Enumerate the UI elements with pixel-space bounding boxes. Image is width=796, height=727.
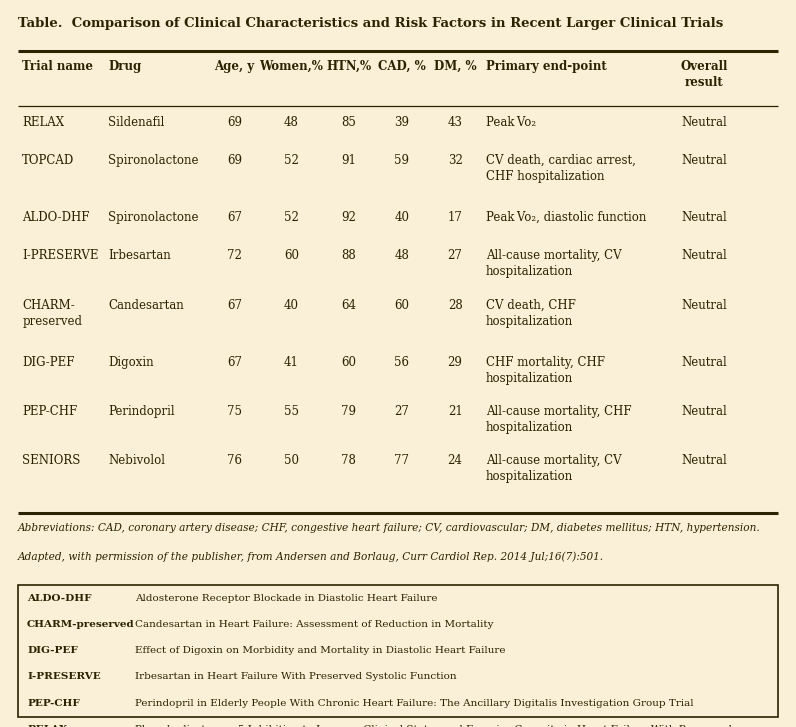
Text: 28: 28	[447, 299, 462, 312]
Text: Neutral: Neutral	[681, 299, 728, 312]
Text: 39: 39	[394, 116, 409, 129]
Text: Adapted, with permission of the publisher, from Andersen and Borlaug, Curr Cardi: Adapted, with permission of the publishe…	[18, 552, 603, 563]
Text: 48: 48	[284, 116, 299, 129]
Text: 59: 59	[394, 154, 409, 167]
Text: Overall
result: Overall result	[681, 60, 728, 89]
Text: Neutral: Neutral	[681, 154, 728, 167]
Text: 43: 43	[447, 116, 462, 129]
Text: Candesartan: Candesartan	[108, 299, 184, 312]
Text: 92: 92	[341, 211, 356, 224]
Text: 64: 64	[341, 299, 356, 312]
Text: Women,%: Women,%	[259, 60, 323, 73]
Text: 52: 52	[284, 211, 299, 224]
Text: 91: 91	[341, 154, 356, 167]
Text: Perindopril: Perindopril	[108, 405, 175, 418]
Text: Spironolactone: Spironolactone	[108, 154, 199, 167]
Text: Neutral: Neutral	[681, 356, 728, 369]
Text: 76: 76	[227, 454, 242, 467]
Text: Spironolactone: Spironolactone	[108, 211, 199, 224]
Text: RELAX: RELAX	[22, 116, 64, 129]
Text: Drug: Drug	[108, 60, 142, 73]
Text: 21: 21	[447, 405, 462, 418]
Text: 27: 27	[447, 249, 462, 262]
Text: 72: 72	[227, 249, 242, 262]
Text: CHARM-preserved: CHARM-preserved	[27, 620, 135, 629]
Text: Trial name: Trial name	[22, 60, 93, 73]
Text: 56: 56	[394, 356, 409, 369]
Text: ALDO-DHF: ALDO-DHF	[27, 594, 92, 603]
Text: 50: 50	[284, 454, 299, 467]
Text: 78: 78	[341, 454, 356, 467]
Text: Irbesartan in Heart Failure With Preserved Systolic Function: Irbesartan in Heart Failure With Preserv…	[135, 672, 457, 681]
Text: 27: 27	[394, 405, 409, 418]
Text: SENIORS: SENIORS	[22, 454, 80, 467]
Text: Abbreviations: CAD, coronary artery disease; CHF, congestive heart failure; CV, : Abbreviations: CAD, coronary artery dise…	[18, 523, 760, 533]
Text: All-cause mortality, CV
hospitalization: All-cause mortality, CV hospitalization	[486, 249, 622, 278]
Text: 79: 79	[341, 405, 356, 418]
Text: HTN,%: HTN,%	[326, 60, 371, 73]
Text: PEP-CHF: PEP-CHF	[27, 699, 80, 707]
Text: 60: 60	[284, 249, 299, 262]
Text: Neutral: Neutral	[681, 249, 728, 262]
Text: Phosphodiesterase-5 Inhibition to Improve Clinical Status and Exercise Capacity : Phosphodiesterase-5 Inhibition to Improv…	[135, 725, 732, 727]
Text: 55: 55	[284, 405, 299, 418]
Text: Sildenafil: Sildenafil	[108, 116, 165, 129]
Text: TOPCAD: TOPCAD	[22, 154, 75, 167]
Text: 88: 88	[341, 249, 356, 262]
FancyBboxPatch shape	[18, 585, 778, 717]
Text: Age, y: Age, y	[214, 60, 255, 73]
Text: Primary end-point: Primary end-point	[486, 60, 607, 73]
Text: 69: 69	[227, 154, 242, 167]
Text: 60: 60	[394, 299, 409, 312]
Text: 32: 32	[447, 154, 462, 167]
Text: Neutral: Neutral	[681, 454, 728, 467]
Text: I-PRESERVE: I-PRESERVE	[27, 672, 101, 681]
Text: Neutral: Neutral	[681, 116, 728, 129]
Text: PEP-CHF: PEP-CHF	[22, 405, 77, 418]
Text: Irbesartan: Irbesartan	[108, 249, 171, 262]
Text: 67: 67	[227, 356, 242, 369]
Text: 40: 40	[284, 299, 299, 312]
Text: Digoxin: Digoxin	[108, 356, 154, 369]
Text: All-cause mortality, CHF
hospitalization: All-cause mortality, CHF hospitalization	[486, 405, 631, 434]
Text: CV death, CHF
hospitalization: CV death, CHF hospitalization	[486, 299, 576, 328]
Text: 67: 67	[227, 211, 242, 224]
Text: 67: 67	[227, 299, 242, 312]
Text: CV death, cardiac arrest,
CHF hospitalization: CV death, cardiac arrest, CHF hospitaliz…	[486, 154, 635, 183]
Text: 40: 40	[394, 211, 409, 224]
Text: All-cause mortality, CV
hospitalization: All-cause mortality, CV hospitalization	[486, 454, 622, 483]
Text: 29: 29	[447, 356, 462, 369]
Text: Perindopril in Elderly People With Chronic Heart Failure: The Ancillary Digitali: Perindopril in Elderly People With Chron…	[135, 699, 694, 707]
Text: 17: 17	[447, 211, 462, 224]
Text: ALDO-DHF: ALDO-DHF	[22, 211, 90, 224]
Text: Neutral: Neutral	[681, 405, 728, 418]
Text: Table.  Comparison of Clinical Characteristics and Risk Factors in Recent Larger: Table. Comparison of Clinical Characteri…	[18, 17, 723, 30]
Text: Effect of Digoxin on Morbidity and Mortality in Diastolic Heart Failure: Effect of Digoxin on Morbidity and Morta…	[135, 646, 505, 655]
Text: Peak Vo₂: Peak Vo₂	[486, 116, 536, 129]
Text: 48: 48	[394, 249, 409, 262]
Text: Candesartan in Heart Failure: Assessment of Reduction in Mortality: Candesartan in Heart Failure: Assessment…	[135, 620, 494, 629]
Text: RELAX: RELAX	[27, 725, 67, 727]
Text: Aldosterone Receptor Blockade in Diastolic Heart Failure: Aldosterone Receptor Blockade in Diastol…	[135, 594, 438, 603]
Text: CAD, %: CAD, %	[378, 60, 426, 73]
Text: CHF mortality, CHF
hospitalization: CHF mortality, CHF hospitalization	[486, 356, 605, 385]
Text: DIG-PEF: DIG-PEF	[27, 646, 78, 655]
Text: 75: 75	[227, 405, 242, 418]
Text: Nebivolol: Nebivolol	[108, 454, 166, 467]
Text: Neutral: Neutral	[681, 211, 728, 224]
Text: 60: 60	[341, 356, 356, 369]
Text: 85: 85	[341, 116, 356, 129]
Text: 41: 41	[284, 356, 299, 369]
Text: DM, %: DM, %	[434, 60, 476, 73]
Text: 77: 77	[394, 454, 409, 467]
Text: 52: 52	[284, 154, 299, 167]
Text: DIG-PEF: DIG-PEF	[22, 356, 75, 369]
Text: 69: 69	[227, 116, 242, 129]
Text: 24: 24	[447, 454, 462, 467]
Text: I-PRESERVE: I-PRESERVE	[22, 249, 99, 262]
Text: CHARM-
preserved: CHARM- preserved	[22, 299, 82, 328]
Text: Peak Vo₂, diastolic function: Peak Vo₂, diastolic function	[486, 211, 646, 224]
